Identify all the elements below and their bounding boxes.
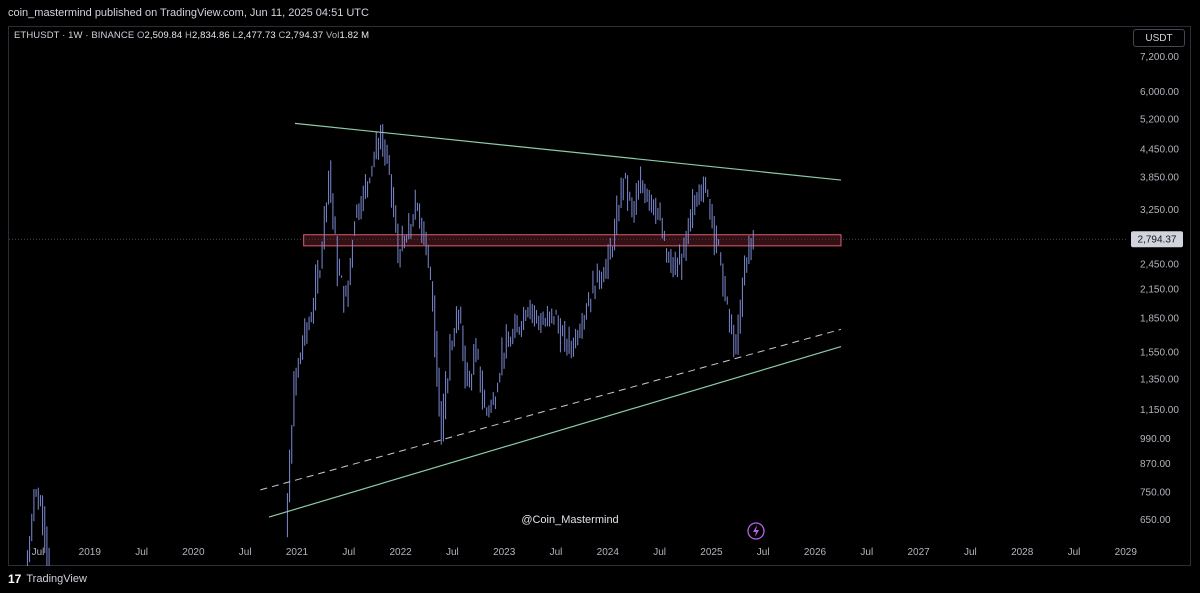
open-label: O [137,30,145,41]
y-tick-label: 2,150.00 [1140,285,1179,296]
bolt-icon-glyph [753,525,759,537]
tradingview-logo-icon: 17 [8,572,22,586]
watermark-text: @Coin_Mastermind [521,514,618,526]
volume-label: Vol [325,30,340,41]
y-tick-label: 2,450.00 [1140,260,1179,271]
publish-info: coin_mastermind published on TradingView… [8,7,369,19]
footer-bar [0,566,1200,593]
x-tick-label: 2029 [1115,547,1138,558]
y-tick-label: 870.00 [1140,459,1171,470]
x-tick-label: Jul [964,547,977,558]
close-label: C [278,30,286,41]
low-value: 2,477.73 [237,30,276,41]
x-tick-label: 2028 [1011,547,1034,558]
symbol-label[interactable]: ETHUSDT · 1W · BINANCE [14,30,135,41]
brand-label: TradingView [26,573,87,585]
support-trendline [268,345,842,518]
x-tick-label: Jul [32,547,45,558]
x-tick-label: 2021 [286,547,309,558]
x-tick-label: 2022 [389,547,412,558]
x-tick-label: Jul [757,547,770,558]
y-tick-label: 650.00 [1140,515,1171,526]
publish-bar: coin_mastermind published on TradingView… [0,0,1200,26]
high-label: H [185,30,193,41]
y-tick-label: 3,250.00 [1140,205,1179,216]
x-tick-label: Jul [342,547,355,558]
y-tick-label: 1,150.00 [1140,405,1179,416]
x-tick-label: Jul [550,547,563,558]
ohlc-legend: ETHUSDT · 1W · BINANCE O2,509.84 H2,834.… [14,30,369,41]
bolt-icon [747,522,765,540]
close-value: 2,794.37 [285,30,324,41]
x-tick-label: 2024 [597,547,620,558]
y-tick-label: 6,000.00 [1140,87,1179,98]
y-tick-label: 990.00 [1140,434,1171,445]
x-tick-label: 2019 [79,547,102,558]
y-tick-label: 750.00 [1140,487,1171,498]
x-tick-label: 2026 [804,547,827,558]
low-label: L [232,30,238,41]
y-tick-label: 3,850.00 [1140,173,1179,184]
x-tick-label: Jul [446,547,459,558]
y-tick-label: 7,200.00 [1140,52,1179,63]
y-tick-label: 5,200.00 [1140,115,1179,126]
resistance-zone [303,234,842,247]
y-tick-label: 1,550.00 [1140,348,1179,359]
x-tick-label: 2023 [493,547,516,558]
x-tick-label: Jul [239,547,252,558]
y-tick-label: 4,450.00 [1140,145,1179,156]
y-tick-label: 1,350.00 [1140,374,1179,385]
volume-value: 1.82 M [339,30,370,41]
resistance-trendline [294,122,842,181]
tradingview-brand[interactable]: 17 TradingView [8,572,87,586]
y-tick-label: 1,850.00 [1140,314,1179,325]
x-tick-label: Jul [1068,547,1081,558]
chart-frame [8,26,1191,566]
open-value: 2,509.84 [144,30,183,41]
x-tick-label: 2020 [182,547,205,558]
current-price-label: 2,794.37 [1138,235,1177,246]
x-tick-label: 2025 [700,547,723,558]
x-tick-label: Jul [135,547,148,558]
currency-button[interactable]: USDT [1133,29,1185,47]
high-value: 2,834.86 [192,30,230,41]
x-tick-label: Jul [860,547,873,558]
x-tick-label: Jul [653,547,666,558]
price-label-bg [1131,231,1183,248]
dashed-trendline [260,328,842,491]
x-tick-label: 2027 [907,547,930,558]
